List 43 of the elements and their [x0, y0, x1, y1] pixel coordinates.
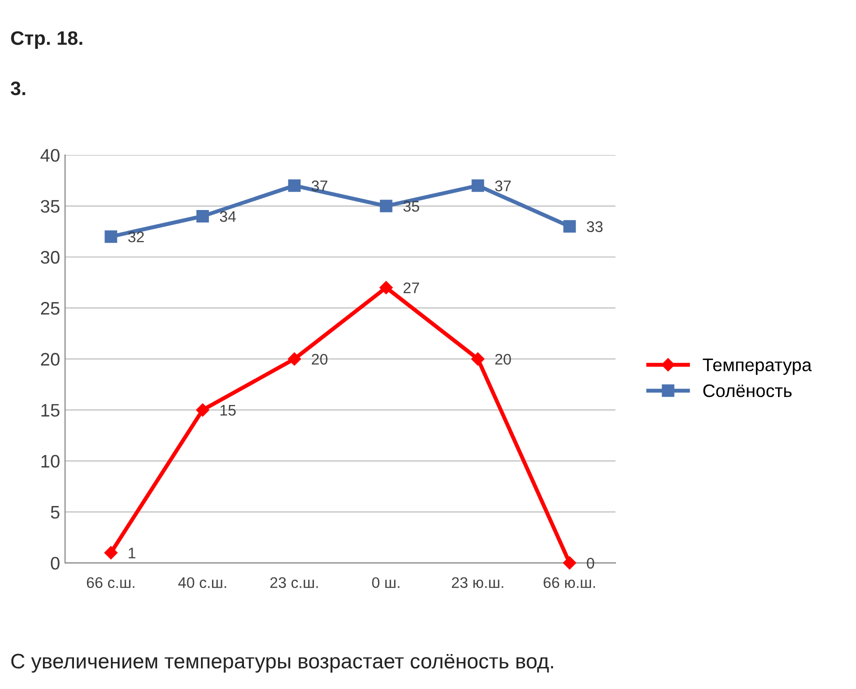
point [472, 179, 484, 192]
data-label: 33 [586, 221, 603, 232]
data-label: 1 [128, 548, 136, 558]
point [196, 403, 210, 417]
y-tick-label: 5 [50, 506, 60, 519]
point [196, 210, 209, 222]
data-label: 27 [404, 282, 420, 294]
chart-title: Стр. 18. [11, 31, 82, 49]
data-label: 20 [312, 354, 328, 365]
data-label: 37 [495, 180, 511, 192]
x-tick-label: 40 с.ш. [178, 577, 226, 588]
data-label: 32 [128, 231, 144, 242]
chart-subtitle: 3. [10, 82, 26, 96]
x-tick-label: 23 с.ш. [270, 577, 318, 588]
legend-label: Температура [702, 358, 812, 375]
point [104, 546, 118, 560]
y-tick-label: 10 [41, 454, 60, 468]
y-tick-label: 35 [40, 200, 60, 213]
text: С увеличением температуры возрастает солёность вод. [11, 654, 554, 673]
point [288, 352, 301, 366]
y-tick-label: 25 [41, 302, 60, 315]
data-label: 34 [220, 211, 236, 222]
point [380, 281, 393, 294]
y-tick-label: 15 [41, 404, 60, 417]
point [563, 220, 576, 233]
data-label: 15 [220, 405, 236, 416]
point [380, 200, 392, 212]
y-tick-label: 0 [50, 556, 60, 570]
x-tick-label: 66 с.ш. [86, 577, 134, 588]
y-tick-label: 40 [40, 148, 60, 162]
x-tick-label: 0 ш. [372, 577, 400, 588]
data-label: 20 [495, 354, 511, 365]
x-tick-label: 66 ю.ш. [544, 577, 595, 588]
data-label: 35 [403, 200, 420, 212]
y-tick-label: 20 [41, 352, 60, 366]
data-label: 37 [312, 180, 328, 192]
x-tick-label: 23 ю.ш. [452, 577, 504, 588]
point [563, 556, 576, 570]
point [104, 230, 118, 243]
legend-label: Солёность [703, 384, 792, 398]
point [288, 179, 301, 192]
point [471, 352, 484, 366]
y-tick-label: 30 [40, 250, 60, 264]
